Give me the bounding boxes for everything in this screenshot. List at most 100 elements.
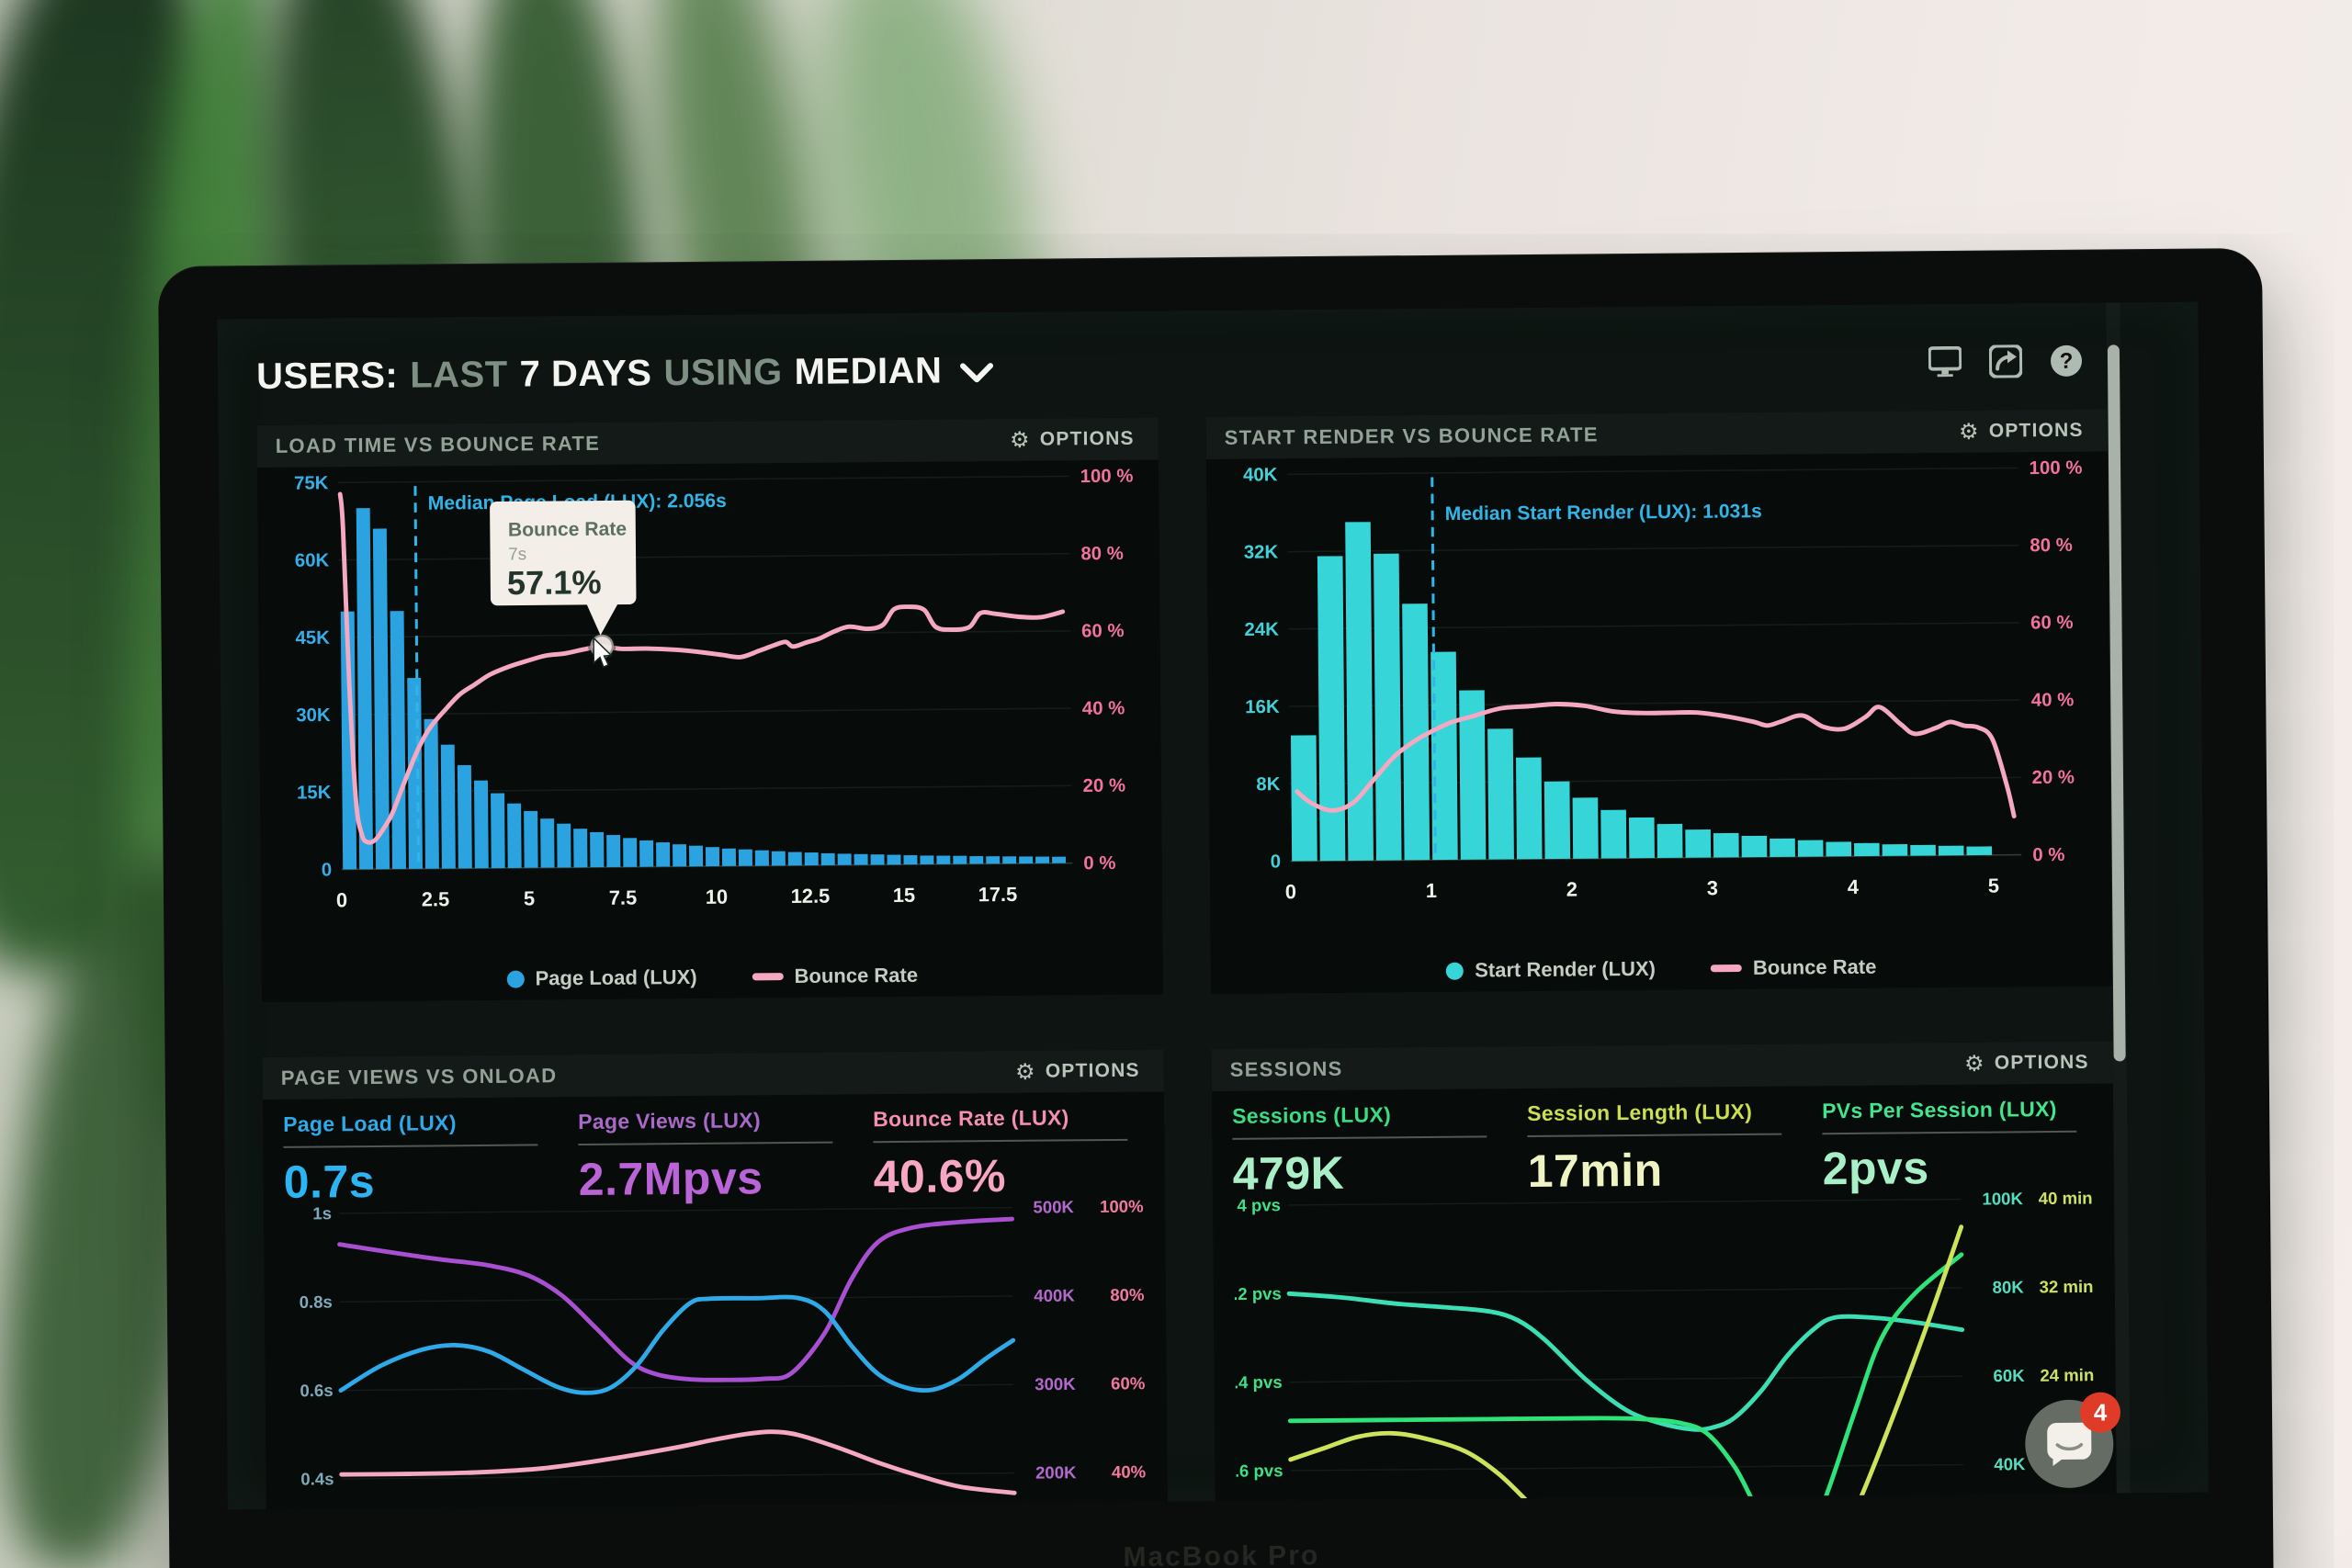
panel-title: SESSIONS xyxy=(1229,1057,1343,1082)
sessions-chart: 4 pvs 100K 40 min 3.2 pvs 80K 32 min 2.4 pvs 60… xyxy=(1233,1189,2094,1510)
display-icon[interactable] xyxy=(1928,345,1962,378)
options-button[interactable]: ⚙ OPTIONS xyxy=(1010,1059,1146,1086)
share-icon[interactable] xyxy=(1988,344,2023,378)
panel-load-time: LOAD TIME VS BOUNCE RATE ⚙ OPTIONS 75K 10… xyxy=(256,417,1164,1003)
options-button[interactable]: ⚙ OPTIONS xyxy=(1004,426,1140,453)
bounce-rate-line xyxy=(1294,702,2017,818)
histogram-bar xyxy=(672,844,686,867)
y-right-tick: 0 % xyxy=(2032,845,2064,865)
histogram-bar xyxy=(1909,844,1936,856)
metric-value: 17min xyxy=(1527,1145,1663,1198)
options-label: OPTIONS xyxy=(1994,1052,2089,1074)
metric-row: Page Load (LUX) 0.7s Page Views (LUX) 2.7Mp… xyxy=(263,1092,1165,1208)
metric-label: Bounce Rate (LUX) xyxy=(873,1105,1069,1132)
topbar-icons: ? xyxy=(1928,344,2083,378)
histogram-bar xyxy=(356,508,373,870)
metric-label: Session Length (LUX) xyxy=(1527,1100,1753,1126)
metric-card: Sessions (LUX) 479K xyxy=(1232,1102,1504,1201)
page-views-vs-onload-chart: 1s 500K 100% 0.8s 400K 80% 0.6s 300K 60% 0.4s 200K… xyxy=(299,1197,1146,1496)
options-button[interactable]: ⚙ OPTIONS xyxy=(1953,419,2089,445)
histogram-bar xyxy=(804,852,819,866)
histogram-bar xyxy=(340,611,356,870)
histogram-bar xyxy=(1035,856,1049,863)
y-right-tick-secondary: 80% xyxy=(1110,1285,1145,1304)
x-tick: 5 xyxy=(1987,874,1998,897)
y-left-tick: 1s xyxy=(312,1204,332,1224)
intercom-chat-button[interactable]: 4 xyxy=(2024,1392,2121,1489)
y-left-tick: 75K xyxy=(293,473,328,493)
histogram-bar xyxy=(1458,690,1486,860)
histogram-bar xyxy=(556,823,571,868)
gear-icon: ⚙ xyxy=(1963,1051,1985,1077)
histogram-bar xyxy=(787,852,802,866)
panel-title: LOAD TIME VS BOUNCE RATE xyxy=(275,431,601,457)
gear-icon: ⚙ xyxy=(1014,1059,1036,1086)
legend-line-marker xyxy=(752,973,784,981)
y-right-tick-secondary: 24 min xyxy=(2040,1366,2094,1386)
histogram-bar xyxy=(968,856,983,864)
histogram-bar xyxy=(854,853,868,865)
metric-label: Page Views (LUX) xyxy=(578,1108,761,1134)
metric-value: 0.7s xyxy=(283,1156,376,1209)
start-render-vs-bounce-chart: 40K 100 % 32K 80 % 24K 60 % 16K 40 % 8K 20 % 0 0 % 0… xyxy=(1242,459,2082,904)
y-right-tick-secondary: 100% xyxy=(1100,1197,1144,1216)
y-left-tick: 4 pvs xyxy=(1237,1196,1281,1215)
y-right-tick-primary: 500K xyxy=(1033,1198,1074,1217)
histogram-bar xyxy=(1825,841,1851,857)
histogram-bar xyxy=(688,845,703,867)
y-left-tick: 32K xyxy=(1243,542,1278,562)
y-right-tick: 100 % xyxy=(2029,459,2082,479)
histogram-bar xyxy=(1051,856,1066,863)
metric-card: Page Views (LUX) 2.7Mpvs xyxy=(578,1108,850,1207)
y-right-tick: 20 % xyxy=(1082,776,1125,796)
histogram-bar xyxy=(1657,823,1683,859)
x-tick: 12.5 xyxy=(790,885,830,908)
histogram-bar xyxy=(1487,728,1514,860)
metric-value: 2pvs xyxy=(1822,1142,1929,1195)
panel-page-views: PAGE VIEWS VS ONLOAD ⚙ OPTIONS Page Load… xyxy=(262,1049,1170,1510)
median-label: Median Start Render (LUX): 1.031s xyxy=(1444,501,1761,525)
options-label: OPTIONS xyxy=(1045,1060,1140,1082)
legend-item: Bounce Rate xyxy=(752,964,918,989)
histogram-bar xyxy=(1769,838,1795,857)
legend-label: Page Load (LUX) xyxy=(535,965,697,990)
histogram-bar xyxy=(902,854,917,865)
help-icon[interactable]: ? xyxy=(2050,344,2083,378)
laptop-screen: USERS: LAST 7 DAYS USING MEDIAN xyxy=(217,301,2209,1510)
y-left-tick: 24K xyxy=(1244,620,1279,640)
histogram-bar xyxy=(935,855,950,864)
legend-line-marker xyxy=(1710,964,1742,973)
histogram-bar xyxy=(490,793,505,869)
histogram-bar xyxy=(1344,522,1374,861)
panel-title: PAGE VIEWS VS ONLOAD xyxy=(280,1064,558,1090)
metric-divider xyxy=(283,1144,538,1149)
series-line xyxy=(1287,1224,1963,1510)
histogram-bar xyxy=(1797,840,1824,857)
gear-icon: ⚙ xyxy=(1009,426,1031,453)
x-tick: 2.5 xyxy=(421,887,449,910)
title-dropdown[interactable]: USERS: LAST 7 DAYS USING MEDIAN xyxy=(256,350,995,398)
metric-card: Bounce Rate (LUX) 40.6% xyxy=(873,1105,1145,1204)
series-line xyxy=(338,1429,1017,1496)
y-left-tick: 16K xyxy=(1245,697,1280,717)
options-button[interactable]: ⚙ OPTIONS xyxy=(1959,1051,2095,1077)
histogram-bar xyxy=(473,780,489,869)
legend-dot-marker xyxy=(506,970,525,988)
histogram-bar xyxy=(605,835,620,868)
histogram-bar xyxy=(1544,781,1570,860)
metric-value: 40.6% xyxy=(873,1150,1007,1203)
chart-legend: Page Load (LUX) Bounce Rate xyxy=(262,953,1163,1003)
histogram-bar xyxy=(1628,817,1655,859)
tooltip-value: 57.1% xyxy=(506,563,601,602)
options-label: OPTIONS xyxy=(1039,427,1135,450)
histogram-bar xyxy=(1018,856,1033,864)
chat-bubble-icon xyxy=(2047,1422,2092,1467)
histogram-bar xyxy=(655,842,670,867)
metric-value: 479K xyxy=(1232,1147,1345,1201)
chevron-down-icon xyxy=(960,363,994,383)
histogram-bar xyxy=(1430,651,1458,861)
tooltip-title: Bounce Rate xyxy=(507,519,627,541)
metric-label: Sessions (LUX) xyxy=(1232,1102,1392,1129)
metric-card: Session Length (LUX) 17min xyxy=(1527,1100,1799,1199)
legend-dot-marker xyxy=(1446,962,1464,980)
